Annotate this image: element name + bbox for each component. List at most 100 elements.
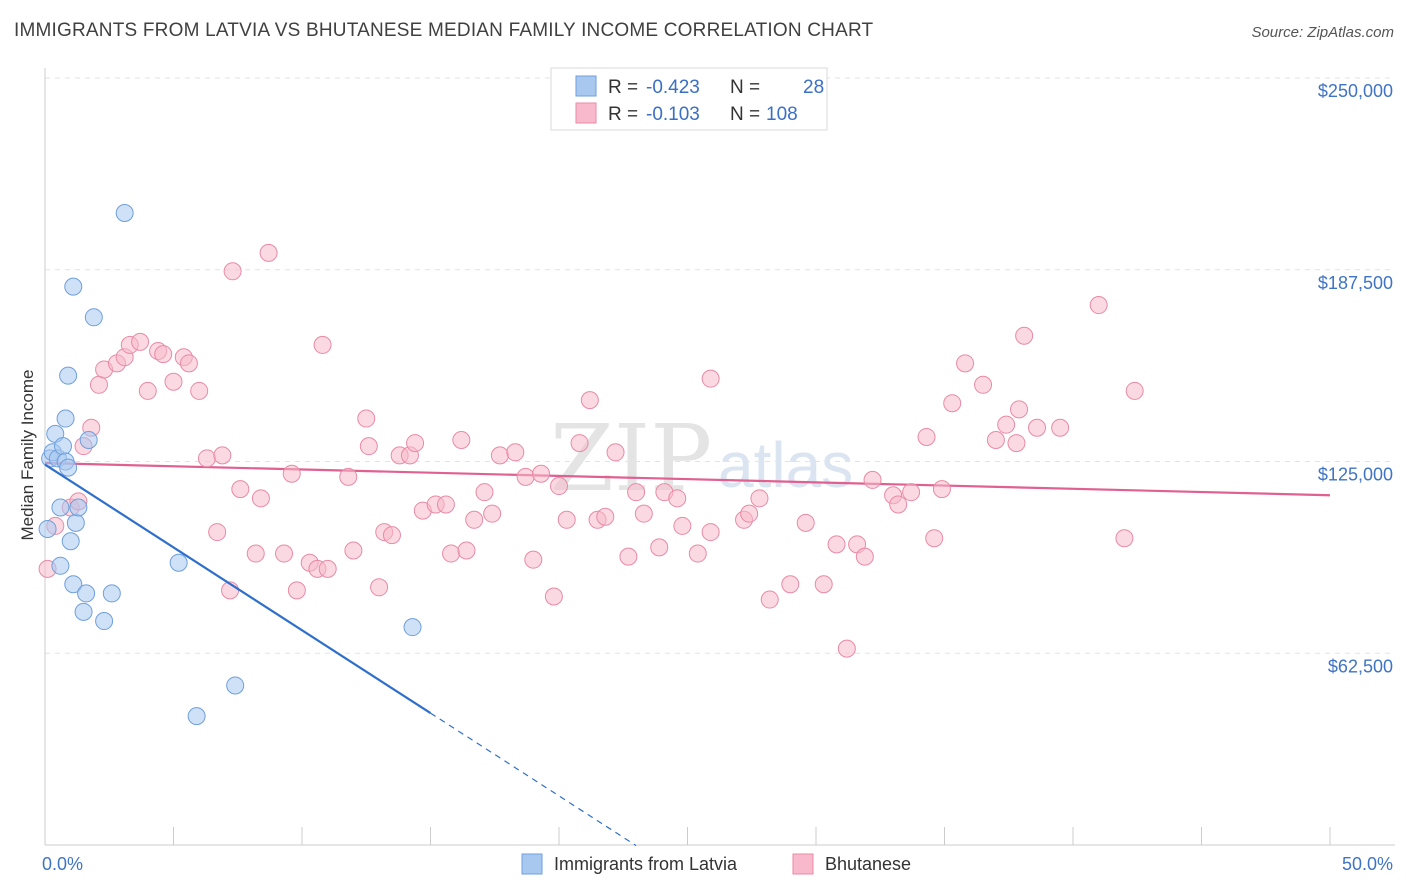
gridlines xyxy=(45,77,1395,654)
data-point xyxy=(1015,326,1034,345)
data-point xyxy=(956,354,975,373)
data-point xyxy=(902,483,921,502)
data-point xyxy=(59,458,78,477)
data-point xyxy=(619,547,638,566)
data-point xyxy=(138,381,157,400)
data-point xyxy=(668,489,687,508)
data-point xyxy=(837,639,856,658)
watermark-atlas: atlas xyxy=(718,429,853,501)
trend-line-latvia-extension xyxy=(430,712,637,847)
data-point xyxy=(79,431,98,450)
data-point xyxy=(688,544,707,563)
data-point xyxy=(986,431,1005,450)
data-point xyxy=(95,612,114,631)
data-point xyxy=(282,464,301,483)
data-point xyxy=(59,366,78,385)
bottom-legend-swatch-latvia xyxy=(521,853,543,875)
data-point xyxy=(750,489,769,508)
data-point xyxy=(550,477,568,496)
data-point xyxy=(275,544,294,563)
data-point xyxy=(51,498,70,517)
data-point xyxy=(69,498,88,517)
x-tick-label: 0.0% xyxy=(42,854,83,874)
y-tick-label: $62,500 xyxy=(1328,656,1393,676)
data-point xyxy=(814,575,833,594)
data-point xyxy=(370,578,389,597)
data-point xyxy=(164,372,183,391)
legend-n-value-2: 108 xyxy=(766,104,798,125)
data-point xyxy=(56,409,75,428)
data-point xyxy=(932,480,951,499)
data-point xyxy=(606,443,625,462)
data-point xyxy=(917,427,936,446)
data-point xyxy=(1125,381,1144,400)
data-point xyxy=(1007,434,1026,453)
legend-r-value-1: -0.423 xyxy=(646,77,700,98)
data-point xyxy=(259,243,278,262)
data-point xyxy=(596,507,615,526)
data-point xyxy=(223,262,242,281)
data-point xyxy=(1028,418,1047,437)
data-point xyxy=(475,483,494,502)
data-point xyxy=(246,544,265,563)
data-point xyxy=(406,434,425,453)
data-point xyxy=(1051,418,1070,437)
data-point xyxy=(634,504,653,523)
y-tick-label: $125,000 xyxy=(1318,465,1393,485)
data-point xyxy=(51,556,70,575)
data-point xyxy=(580,391,599,410)
x-tick-labels: 0.0% 50.0% xyxy=(42,854,1393,874)
data-point xyxy=(66,513,85,532)
legend-swatch-latvia xyxy=(575,75,597,97)
trend-line-bhutanese xyxy=(44,461,1331,497)
data-point xyxy=(179,354,198,373)
data-point xyxy=(557,510,576,529)
data-point xyxy=(1115,529,1134,548)
data-point xyxy=(827,535,846,554)
data-point xyxy=(287,581,306,600)
data-point xyxy=(382,526,401,545)
data-point xyxy=(796,513,815,532)
y-tick-label: $250,000 xyxy=(1318,81,1393,101)
legend-swatch-bhutanese xyxy=(575,102,597,124)
data-point xyxy=(452,431,471,450)
y-axis-label: Median Family Income xyxy=(18,369,37,540)
legend-r-label-2: R = xyxy=(608,104,638,125)
data-point xyxy=(64,575,83,594)
data-point xyxy=(251,489,270,508)
data-point xyxy=(344,541,363,560)
data-point xyxy=(115,203,134,222)
chart-title: IMMIGRANTS FROM LATVIA VS BHUTANESE MEDI… xyxy=(14,20,874,41)
series-legend: Immigrants from Latvia Bhutanese xyxy=(521,853,911,875)
data-point xyxy=(436,495,455,514)
data-point xyxy=(532,464,551,483)
data-point xyxy=(208,523,227,542)
data-point xyxy=(701,523,720,542)
data-point xyxy=(61,532,80,551)
legend-r-value-2: -0.103 xyxy=(646,104,700,125)
data-point xyxy=(997,415,1016,434)
data-point xyxy=(506,443,525,462)
legend-n-label-1: N = xyxy=(730,77,760,98)
data-point xyxy=(673,516,692,535)
data-point xyxy=(213,446,232,465)
data-point xyxy=(74,602,93,621)
data-point xyxy=(102,584,121,603)
data-point xyxy=(781,575,800,594)
data-point xyxy=(1010,400,1029,419)
data-point xyxy=(169,553,188,572)
data-point xyxy=(190,381,209,400)
trend-bhutanese xyxy=(44,461,1331,497)
data-point xyxy=(187,707,206,726)
data-point xyxy=(943,394,962,413)
data-point xyxy=(524,550,543,569)
data-point xyxy=(231,480,250,499)
x-tick-label: 50.0% xyxy=(1342,854,1393,874)
data-point xyxy=(483,504,502,523)
data-point xyxy=(226,676,245,695)
data-point xyxy=(64,277,83,296)
data-point xyxy=(77,584,96,603)
data-point xyxy=(490,446,509,465)
data-point xyxy=(465,510,484,529)
